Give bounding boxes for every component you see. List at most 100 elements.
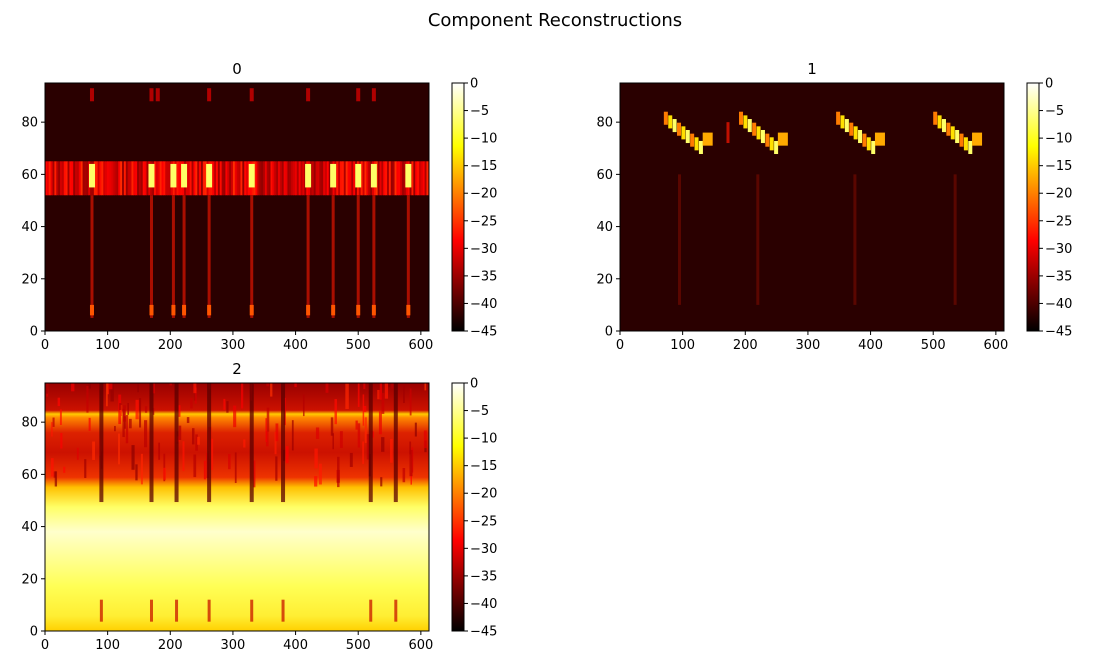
event-column xyxy=(182,195,186,318)
colorbar-tick-label: 0 xyxy=(470,77,478,92)
colorbar-tick-label: −10 xyxy=(470,432,497,447)
event-column xyxy=(306,195,310,318)
event-peak xyxy=(305,163,312,188)
event-column xyxy=(853,174,857,305)
subplot-title: 2 xyxy=(232,360,242,378)
subplot-title: 0 xyxy=(232,60,242,78)
colorbar-tick-label: −30 xyxy=(470,542,497,557)
y-tick-label: 40 xyxy=(21,220,38,235)
event-column xyxy=(368,383,373,503)
x-tick-label: 600 xyxy=(408,638,433,653)
x-tick-label: 200 xyxy=(158,638,183,653)
x-tick-label: 400 xyxy=(283,338,308,353)
y-tick-label: 80 xyxy=(21,116,38,131)
y-tick-label: 80 xyxy=(596,116,613,131)
colorbar-tick-label: −30 xyxy=(470,242,497,257)
event-peak xyxy=(170,163,177,188)
x-tick-label: 300 xyxy=(221,638,246,653)
heatmap-image xyxy=(45,83,429,331)
colorbar-tick-label: −20 xyxy=(470,187,497,202)
x-tick-label: 500 xyxy=(346,338,371,353)
x-tick-label: 0 xyxy=(616,338,624,353)
chirp-mark xyxy=(739,111,788,155)
event-column xyxy=(171,195,175,318)
colorbar-tick-label: −25 xyxy=(470,514,497,529)
event-peak xyxy=(355,163,362,188)
event-peak xyxy=(330,163,337,188)
chirp-mark xyxy=(663,111,713,155)
y-tick-label: 60 xyxy=(21,168,38,183)
event-peak xyxy=(181,163,188,188)
axes-frame xyxy=(44,82,430,332)
subplot-2: 20 100 200 300 400 500 6000204060800−5−10−15−2… xyxy=(21,360,497,653)
subplot-0: 00 100 200 300 400 500 6000204060800−5−10−15−2… xyxy=(21,60,497,353)
event-column xyxy=(207,195,211,318)
chirp-mark xyxy=(836,111,885,155)
colorbar-tick-label: −5 xyxy=(1045,104,1064,119)
x-tick-label: 600 xyxy=(983,338,1008,353)
x-tick-label: 0 xyxy=(41,338,49,353)
x-tick-label: 600 xyxy=(408,338,433,353)
event-column xyxy=(249,383,254,503)
heatmap-image xyxy=(620,83,1004,331)
x-tick-label: 500 xyxy=(346,638,371,653)
colorbar-tick-label: −5 xyxy=(470,104,489,119)
x-tick-label: 0 xyxy=(41,638,49,653)
y-tick-label: 40 xyxy=(21,520,38,535)
colorbar-tick-label: 0 xyxy=(470,377,478,392)
event-column xyxy=(99,383,104,503)
y-tick-label: 60 xyxy=(21,468,38,483)
y-tick-label: 80 xyxy=(21,416,38,431)
subplot-title: 1 xyxy=(807,60,817,78)
colorbar-tick-label: −40 xyxy=(470,297,497,312)
event-peak xyxy=(148,163,155,188)
colorbar-tick-label: −45 xyxy=(470,325,497,340)
colorbar-tick-label: −35 xyxy=(470,269,497,284)
event-column xyxy=(756,174,760,305)
heatmap-image xyxy=(45,383,429,631)
subplot-1: 1 0 100 200 300 400 500 600 0 20 40 60 80 0 −5 −10 −15 −2… xyxy=(596,60,1072,353)
x-tick-label: 400 xyxy=(283,638,308,653)
event-column xyxy=(331,195,335,318)
event-column xyxy=(149,195,153,318)
colorbar-tick-label: −15 xyxy=(470,459,497,474)
colorbar-tick-label: −35 xyxy=(470,569,497,584)
colorbar-tick-label: −45 xyxy=(470,625,497,640)
y-tick-label: 0 xyxy=(605,325,613,340)
colorbar: 0 −5 −10 −15 −20 −25 −30 −35 −40 −45 xyxy=(451,77,497,340)
y-tick-label: 40 xyxy=(596,220,613,235)
event-column xyxy=(372,195,376,318)
colorbar-tick-label: −20 xyxy=(1045,187,1072,202)
y-tick-label: 60 xyxy=(596,168,613,183)
event-column xyxy=(149,383,154,503)
y-tick-label: 20 xyxy=(21,572,38,587)
x-tick-label: 200 xyxy=(733,338,758,353)
colorbar: 0 −5 −10 −15 −20 −25 −30 −35 −40 −45 xyxy=(1026,77,1072,340)
event-column xyxy=(174,383,179,503)
x-tick-label: 300 xyxy=(221,338,246,353)
y-tick-label: 20 xyxy=(596,272,613,287)
event-peak xyxy=(405,163,412,188)
x-tick-label: 200 xyxy=(158,338,183,353)
y-tick-label: 0 xyxy=(30,325,38,340)
colorbar-tick-label: −25 xyxy=(470,214,497,229)
event-column xyxy=(90,195,94,318)
colorbar-tick-label: −30 xyxy=(1045,242,1072,257)
x-tick-label: 100 xyxy=(95,638,120,653)
colorbar-tick-label: −35 xyxy=(1045,269,1072,284)
event-peak xyxy=(370,163,377,188)
colorbar-tick-label: 0 xyxy=(1045,77,1053,92)
colorbar-tick-label: −15 xyxy=(470,159,497,174)
event-peak xyxy=(206,163,213,188)
event-column xyxy=(406,195,410,318)
x-tick-label: 100 xyxy=(670,338,695,353)
x-tick-label: 500 xyxy=(921,338,946,353)
x-tick-label: 400 xyxy=(858,338,883,353)
axes-frame xyxy=(44,382,430,632)
event-column xyxy=(281,383,286,503)
y-tick-label: 20 xyxy=(21,272,38,287)
event-column xyxy=(953,174,957,305)
colorbar-tick-label: −20 xyxy=(470,487,497,502)
colorbar: 0 −5 −10 −15 −20 −25 −30 −35 −40 −45 xyxy=(451,377,497,640)
